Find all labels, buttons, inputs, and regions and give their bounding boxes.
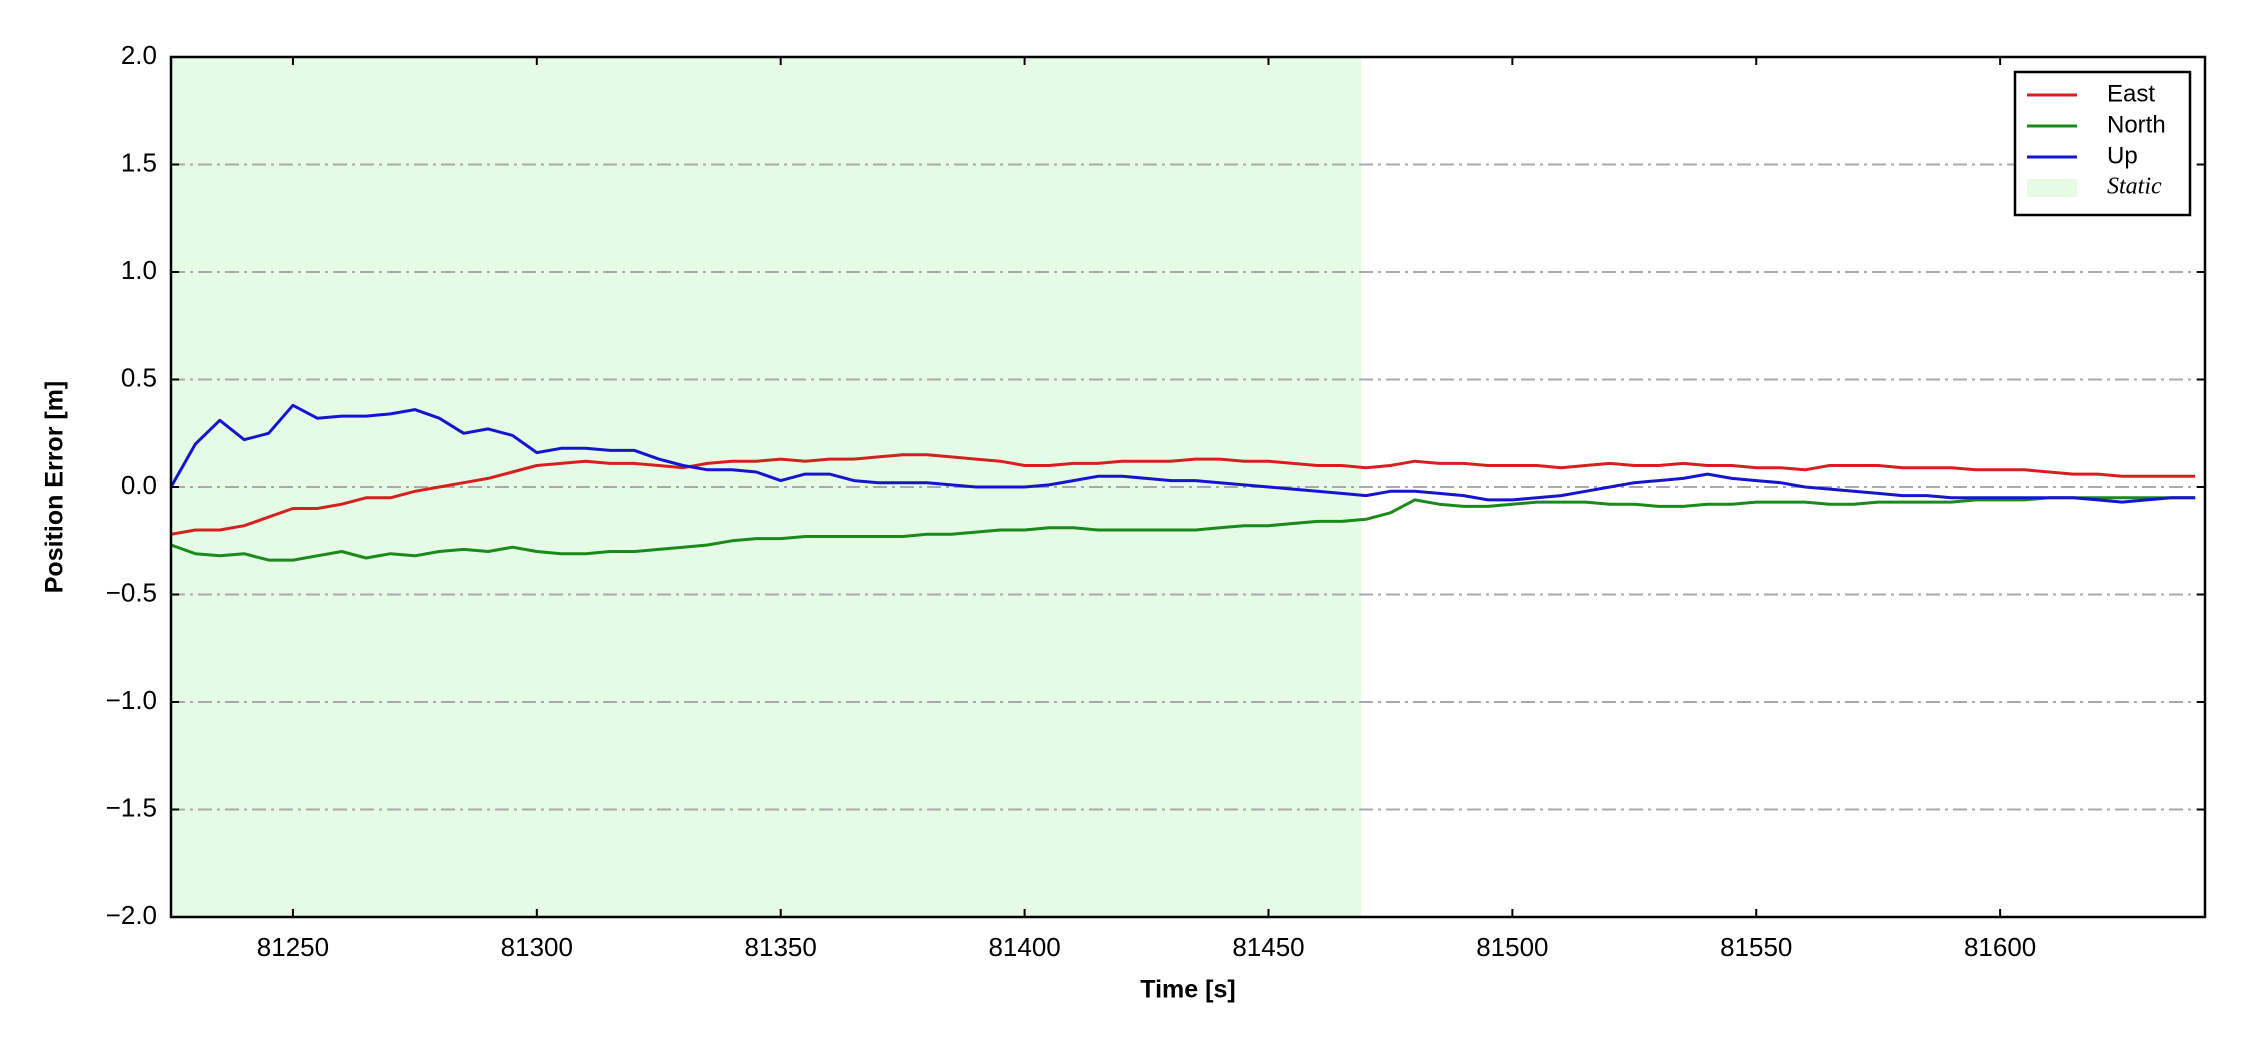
- x-tick-label: 81250: [257, 932, 329, 962]
- x-tick-label: 81600: [1964, 932, 2036, 962]
- x-tick-label: 81550: [1720, 932, 1792, 962]
- y-tick-label: −1.5: [106, 792, 157, 822]
- legend-label: Up: [2107, 142, 2138, 169]
- y-tick-label: −2.0: [106, 900, 157, 930]
- plot-frame: [169, 55, 2207, 919]
- series-line: [170, 496, 2196, 562]
- x-tick-label: 81350: [745, 932, 817, 962]
- x-tick-label: 81400: [988, 932, 1060, 962]
- y-axis-label: Position Error [m]: [41, 381, 69, 594]
- y-tick-label: 1.5: [121, 147, 157, 177]
- y-tick-label: 0.0: [121, 470, 157, 500]
- x-tick-label: 81300: [501, 932, 573, 962]
- y-tick-label: 1.0: [121, 255, 157, 285]
- y-tick-label: 2.0: [121, 40, 157, 70]
- x-tick-label: 81500: [1476, 932, 1548, 962]
- series-line: [170, 453, 2196, 536]
- series-line: [169, 403, 2196, 504]
- y-tick-label: 0.5: [121, 362, 157, 392]
- legend-swatch: [2027, 179, 2077, 197]
- legend-label: East: [2107, 80, 2155, 107]
- y-tick-label: −1.0: [106, 685, 157, 715]
- legend-label: Static: [2107, 174, 2162, 200]
- legend-label: North: [2107, 111, 2166, 138]
- x-axis-label: Time [s]: [1140, 976, 1235, 1004]
- x-tick-label: 81450: [1232, 932, 1304, 962]
- y-tick-label: −0.5: [106, 577, 157, 607]
